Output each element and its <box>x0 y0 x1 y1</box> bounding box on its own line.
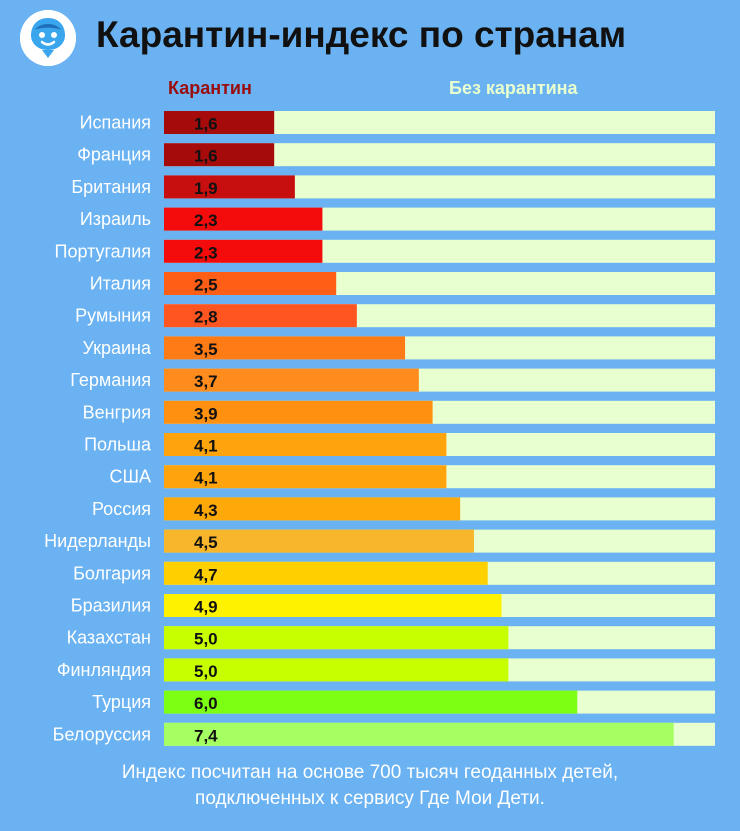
category-label: Испания <box>80 113 151 133</box>
category-label: Белоруссия <box>53 724 151 744</box>
category-label: Украина <box>82 338 152 358</box>
category-label: Польша <box>84 435 152 455</box>
footnote-line-1: Индекс посчитан на основе 700 тысяч геод… <box>121 762 619 783</box>
category-label: Нидерланды <box>44 531 151 551</box>
category-label: США <box>109 467 151 487</box>
bar <box>164 272 337 295</box>
data-label: 2,3 <box>194 211 218 230</box>
data-label: 4,5 <box>194 533 218 552</box>
chart-title: Карантин-индекс по странам <box>96 14 627 55</box>
bar <box>164 497 461 521</box>
bar <box>164 111 275 134</box>
data-label: 4,1 <box>194 469 218 488</box>
category-label: Россия <box>92 499 151 519</box>
bar <box>164 465 447 489</box>
data-label: 1,6 <box>194 147 218 166</box>
data-label: 2,3 <box>194 243 218 262</box>
footnote-line-2: подключенных к сервису Где Мои Дети. <box>195 788 545 809</box>
bar <box>164 143 275 167</box>
data-label: 3,7 <box>194 372 218 391</box>
footnote: Индекс посчитан на основе 700 тысяч геод… <box>0 760 740 812</box>
category-label: Болгария <box>73 563 151 583</box>
data-label: 1,9 <box>194 179 218 198</box>
data-label: 2,5 <box>194 276 218 295</box>
category-label: Казахстан <box>67 628 151 648</box>
bar <box>164 594 502 617</box>
category-label: Турция <box>92 692 151 712</box>
bar-chart: Испания 1,6 Франция 1,6 Британия 1,9 Израиль 2,… <box>44 111 715 746</box>
bar <box>164 658 509 682</box>
bar <box>164 239 323 263</box>
bar <box>164 690 578 714</box>
bar <box>164 336 406 360</box>
bar <box>164 626 509 650</box>
bar <box>164 433 447 456</box>
category-label: Британия <box>71 177 151 197</box>
data-label: 4,7 <box>194 565 218 584</box>
child-face-pin-icon <box>20 10 76 66</box>
bar <box>164 304 357 328</box>
legend-quarantine: Карантин <box>168 78 252 98</box>
bar <box>164 561 488 585</box>
bar <box>164 529 474 553</box>
bar-remainder <box>164 143 715 167</box>
bar <box>164 368 419 392</box>
data-label: 2,8 <box>194 308 218 327</box>
category-label: Португалия <box>55 241 152 261</box>
category-label: Германия <box>70 370 151 390</box>
data-label: 7,4 <box>194 726 218 745</box>
data-label: 3,9 <box>194 404 218 423</box>
bar-remainder <box>164 111 715 134</box>
category-label: Италия <box>90 274 151 294</box>
bar <box>164 722 674 746</box>
category-label: Финляндия <box>57 660 151 680</box>
data-label: 4,9 <box>194 598 218 617</box>
category-label: Венгрия <box>83 402 151 422</box>
data-label: 1,6 <box>194 115 218 134</box>
data-label: 4,1 <box>194 437 218 456</box>
bar <box>164 175 295 199</box>
data-label: 5,0 <box>194 630 218 649</box>
data-label: 4,3 <box>194 501 218 520</box>
bar-remainder <box>164 175 715 199</box>
data-label: 6,0 <box>194 694 218 713</box>
category-label: Бразилия <box>71 596 151 616</box>
category-label: Румыния <box>75 306 151 326</box>
data-label: 3,5 <box>194 340 218 359</box>
legend-no-quarantine: Без карантина <box>449 78 578 98</box>
bar <box>164 207 323 231</box>
category-label: Израиль <box>80 209 151 229</box>
data-label: 5,0 <box>194 662 218 681</box>
bar <box>164 400 433 424</box>
category-label: Франция <box>77 145 151 165</box>
